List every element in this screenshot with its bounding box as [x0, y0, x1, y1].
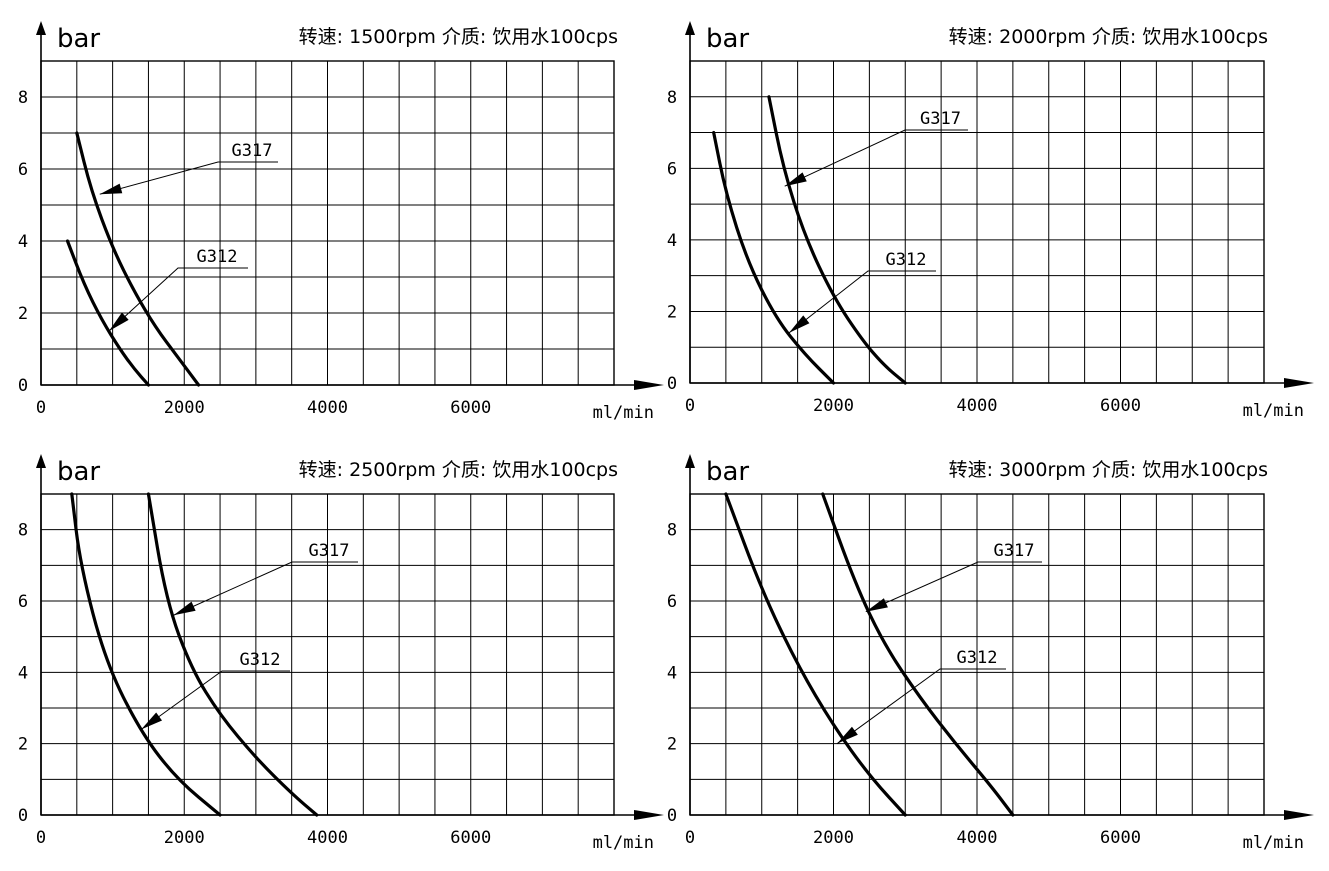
- y-tick-label: 4: [667, 231, 677, 251]
- y-axis-label: bar: [706, 457, 749, 487]
- y-tick-label: 4: [667, 663, 677, 683]
- y-tick-label: 6: [18, 160, 28, 180]
- y-tick-label: 8: [667, 521, 677, 541]
- y-tick-label: 2: [667, 302, 677, 322]
- series-leader-line: [837, 669, 1006, 744]
- y-axis-label: bar: [57, 457, 100, 487]
- series-line-g312: [72, 494, 220, 815]
- y-tick-label: 4: [18, 232, 28, 252]
- x-tick-label: 6000: [1100, 828, 1141, 848]
- x-axis-label: ml/min: [1243, 833, 1304, 853]
- x-axis-arrow-icon: [1284, 810, 1314, 820]
- y-tick-label: 8: [18, 88, 28, 108]
- series-leader-line: [785, 130, 968, 186]
- y-tick-label: 8: [18, 521, 28, 541]
- x-tick-label: 2000: [164, 398, 205, 418]
- y-axis-arrow-icon: [685, 21, 695, 35]
- x-tick-label: 6000: [450, 398, 491, 418]
- y-tick-label: 6: [667, 159, 677, 179]
- series-label-g312: G312: [886, 250, 927, 270]
- series-label-g312: G312: [197, 247, 238, 267]
- chart-panel-1: 0 2 4 6 8 0 2000 4000 6000 bar ml/min 转速: 1500rpm 介…: [18, 21, 664, 423]
- x-tick-label: 4000: [307, 398, 348, 418]
- series-label-g312: G312: [240, 650, 281, 670]
- x-tick-label: 0: [685, 396, 695, 416]
- y-axis-label: bar: [57, 24, 100, 54]
- chart-title: 转速: 3000rpm 介质: 饮用水100cps: [949, 459, 1268, 481]
- y-tick-label: 6: [18, 592, 28, 612]
- series-label-g317: G317: [994, 541, 1035, 561]
- x-tick-label: 0: [36, 398, 46, 418]
- x-axis-label: ml/min: [593, 833, 654, 853]
- y-tick-label: 2: [667, 735, 677, 755]
- chart-panel-3: 0 2 4 6 8 0 2000 4000 6000 bar ml/min 转速: 2500rpm 介…: [18, 454, 664, 853]
- series-leader-line: [100, 162, 278, 194]
- series-label-g317: G317: [920, 109, 961, 129]
- series-label-g317: G317: [309, 541, 350, 561]
- chart-panel-2: 0 2 4 6 8 0 2000 4000 6000 bar ml/min 转速: 2000rpm 介…: [667, 21, 1314, 421]
- y-axis-label: bar: [706, 24, 749, 54]
- y-tick-label: 8: [667, 88, 677, 108]
- chart-title: 转速: 2500rpm 介质: 饮用水100cps: [299, 459, 618, 481]
- series-leader-line: [141, 671, 290, 729]
- y-tick-label: 4: [18, 663, 28, 683]
- x-axis-arrow-icon: [1284, 378, 1314, 388]
- x-tick-label: 4000: [957, 396, 998, 416]
- chart-title: 转速: 2000rpm 介质: 饮用水100cps: [949, 26, 1268, 48]
- x-axis-arrow-icon: [634, 810, 664, 820]
- y-tick-label: 0: [18, 806, 28, 826]
- series-leader-line: [866, 562, 1042, 612]
- x-axis-label: ml/min: [593, 403, 654, 423]
- x-tick-label: 6000: [450, 828, 491, 848]
- y-tick-label: 2: [18, 304, 28, 324]
- y-tick-label: 6: [667, 592, 677, 612]
- x-tick-label: 4000: [307, 828, 348, 848]
- x-axis-arrow-icon: [634, 380, 664, 390]
- x-tick-label: 4000: [957, 828, 998, 848]
- x-tick-label: 2000: [813, 828, 854, 848]
- grid: [690, 61, 1264, 383]
- series-arrow-icon: [789, 315, 809, 333]
- chart-title: 转速: 1500rpm 介质: 饮用水100cps: [299, 26, 618, 48]
- x-tick-label: 6000: [1100, 396, 1141, 416]
- y-tick-label: 0: [667, 806, 677, 826]
- series-leader-line: [174, 562, 358, 615]
- series-line-g312: [726, 494, 905, 815]
- chart-panel-4: 0 2 4 6 8 0 2000 4000 6000 bar ml/min 转速: 3000rpm 介…: [667, 454, 1314, 853]
- x-tick-label: 2000: [164, 828, 205, 848]
- grid: [41, 61, 614, 385]
- x-axis-label: ml/min: [1243, 401, 1304, 421]
- x-tick-label: 0: [36, 828, 46, 848]
- y-axis-arrow-icon: [36, 21, 46, 35]
- y-tick-label: 0: [667, 374, 677, 394]
- series-label-g312: G312: [957, 648, 998, 668]
- series-arrow-icon: [100, 184, 123, 195]
- x-tick-label: 0: [685, 828, 695, 848]
- x-tick-label: 2000: [813, 396, 854, 416]
- y-axis-arrow-icon: [36, 454, 46, 468]
- series-leader-line: [789, 271, 936, 333]
- series-arrow-icon: [141, 712, 162, 729]
- series-line-g317: [77, 133, 199, 385]
- y-tick-label: 2: [18, 735, 28, 755]
- y-axis-arrow-icon: [685, 454, 695, 468]
- series-label-g317: G317: [232, 141, 273, 161]
- y-tick-label: 0: [18, 376, 28, 396]
